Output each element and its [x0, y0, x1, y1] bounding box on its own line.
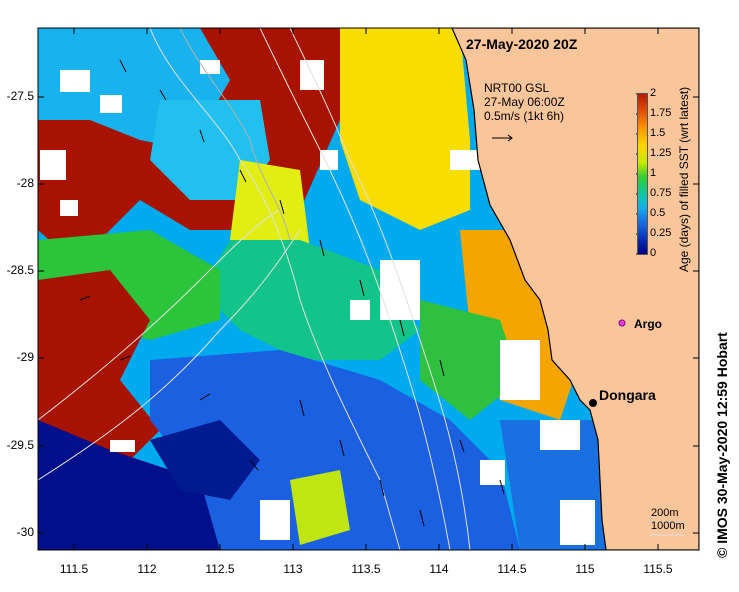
zone-lightgreen-south: [290, 470, 350, 545]
scale-arrow-head: [507, 134, 513, 142]
credit-text: © IMOS 30-May-2020 12:59 Hobart: [714, 332, 730, 558]
x-label: 114.5: [497, 562, 527, 576]
y-ticks: [38, 96, 699, 534]
y-label: -30: [16, 525, 34, 539]
colorbar-tick-label: 1: [650, 167, 657, 179]
dongara-label: Dongara: [599, 387, 656, 403]
colorbar-tick-label: 0.75: [650, 187, 672, 199]
x-label: 115: [575, 562, 595, 576]
x-label: 113.5: [351, 562, 381, 576]
vector-legend: NRT00 GSL 27-May 06:00Z 0.5m/s (1kt 6h): [484, 81, 565, 123]
zone-yellow-north: [340, 28, 470, 230]
y-label: -28.5: [6, 263, 34, 277]
y-label: -29: [16, 350, 34, 364]
legend-time: 27-May 06:00Z: [484, 95, 565, 109]
x-label: 112.5: [205, 562, 235, 576]
colorbar-tick-label: 0: [650, 247, 657, 259]
bathymetry-contours: [38, 28, 471, 550]
dongara-marker: [589, 399, 597, 407]
zone-red-west: [38, 270, 160, 470]
colorbar: [637, 93, 648, 255]
plot-frame: [37, 27, 700, 551]
x-label: 112: [137, 562, 157, 576]
colorbar-tick-label: 0.5: [650, 207, 666, 219]
colorbar-tick-label: 0.25: [650, 227, 672, 239]
colorbar-tick-label: 1.75: [650, 107, 672, 119]
legend-scale: 0.5m/s (1kt 6h): [484, 109, 565, 123]
zone-green-mid: [200, 240, 420, 360]
colorbar-title: Age (days) of filled SST (wrt latest): [677, 86, 691, 272]
argo-float-marker: [618, 319, 626, 327]
argo-label: Argo: [634, 317, 662, 331]
x-label: 113: [283, 562, 303, 576]
zone-navy-south: [38, 420, 220, 550]
x-label: 111.5: [59, 562, 89, 576]
map-title: 27-May-2020 20Z: [466, 36, 578, 52]
colorbar-tick-label: 1.5: [650, 127, 666, 139]
depth-200-label: 200m: [651, 507, 679, 519]
bathymetry-200m: [179, 28, 291, 241]
zone-blue-south: [150, 350, 520, 550]
colorbar-tick-label: 2: [650, 87, 657, 99]
zone-navy-southwest: [150, 420, 260, 500]
legend-source: NRT00 GSL: [484, 81, 550, 95]
x-label: 115.5: [643, 562, 673, 576]
y-label: -29.5: [6, 438, 34, 452]
x-label: 114: [429, 562, 449, 576]
y-label: -27.5: [6, 89, 34, 103]
depth-1000-label: 1000m: [651, 520, 685, 532]
missing-data-patches: [40, 60, 595, 545]
colorbar-tick-label: 1.25: [650, 147, 672, 159]
x-ticks: [73, 28, 659, 550]
current-vectors: [79, 59, 505, 527]
zone-coastal-green: [420, 300, 520, 420]
y-label: -28: [16, 176, 34, 190]
